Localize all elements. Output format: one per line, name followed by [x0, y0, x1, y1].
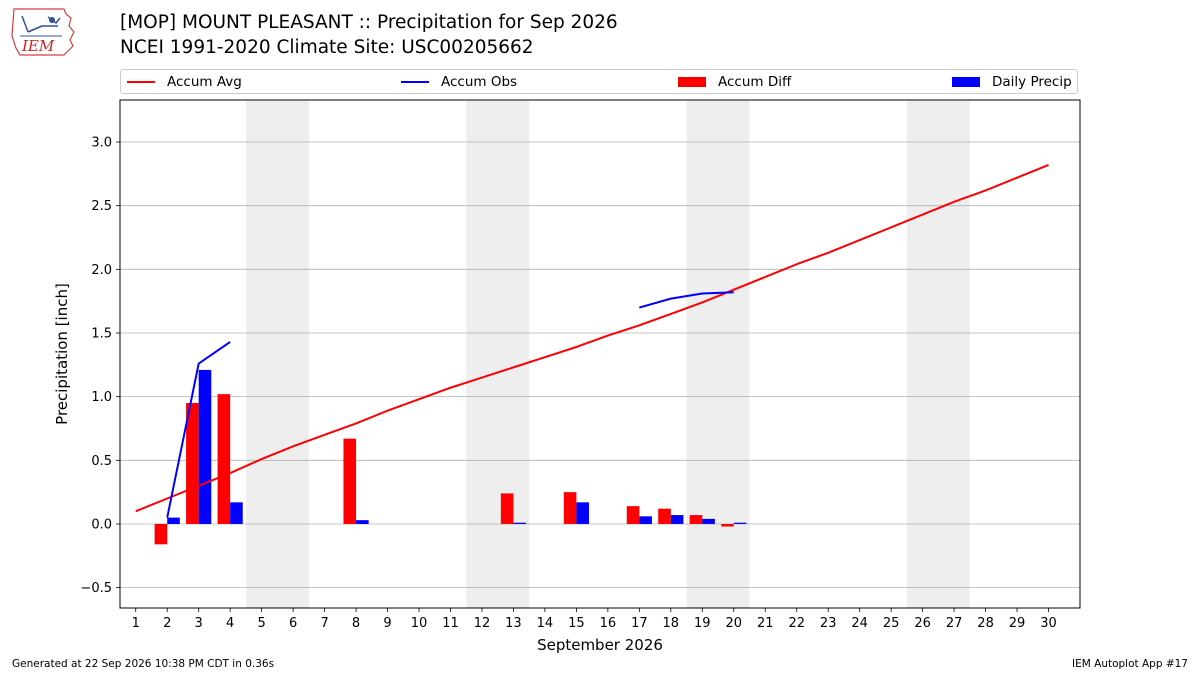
legend-swatch-accum-diff	[678, 77, 706, 87]
x-tick-label: 8	[352, 616, 360, 631]
chart-title: [MOP] MOUNT PLEASANT :: Precipitation fo…	[120, 12, 618, 33]
daily-precip-bar	[639, 516, 652, 524]
y-tick-label: 3.0	[91, 136, 112, 151]
x-tick-label: 29	[1009, 616, 1026, 631]
accum-diff-bar	[500, 493, 514, 524]
daily-precip-bar	[670, 515, 684, 524]
accum-diff-bar	[343, 438, 357, 524]
x-tick-label: 17	[631, 616, 648, 631]
legend: Accum Avg Accum Obs Accum Diff Daily Pre…	[120, 69, 1078, 94]
legend-label-accum-obs: Accum Obs	[441, 74, 518, 90]
daily-precip-bar	[576, 502, 589, 524]
legend-swatch-accum-avg	[127, 81, 155, 83]
y-gridlines	[120, 141, 1080, 589]
accum-diff-bar	[217, 394, 231, 524]
legend-label-accum-avg: Accum Avg	[167, 74, 242, 90]
bar-series	[154, 369, 747, 545]
accum-obs-line	[639, 291, 734, 309]
x-tick-label: 7	[320, 616, 328, 631]
y-tick-label: 1.0	[91, 390, 112, 405]
x-tick-label: 11	[442, 616, 459, 631]
y-tick-label: 1.5	[91, 326, 112, 341]
weekend-band-3	[686, 100, 750, 608]
x-tick-label: 1	[132, 616, 140, 631]
legend-label-accum-diff: Accum Diff	[718, 74, 792, 90]
legend-label-daily-precip: Daily Precip	[992, 74, 1072, 90]
x-tick-label: 25	[883, 616, 900, 631]
accum-diff-bar	[563, 492, 577, 524]
legend-item-daily-precip: Daily Precip	[952, 70, 1072, 94]
x-tick-label: 18	[663, 616, 680, 631]
x-tick-label: 19	[694, 616, 711, 631]
x-tick-label: 22	[788, 616, 805, 631]
y-tick-label: 2.5	[91, 199, 112, 214]
daily-precip-bar	[230, 502, 243, 524]
daily-precip-bar	[702, 518, 715, 524]
x-tick-label: 10	[411, 616, 428, 631]
accum-diff-bar	[186, 403, 199, 524]
x-tick-label: 6	[289, 616, 297, 631]
x-tick-label: 24	[851, 616, 868, 631]
daily-precip-bar	[733, 522, 747, 524]
y-axis: −0.5 0.0 0.5 1.0 1.5 2.0 2.5 3.0	[80, 136, 120, 596]
x-tick-label: 26	[914, 616, 931, 631]
daily-precip-bar	[167, 517, 180, 524]
x-tick-label: 21	[757, 616, 774, 631]
accum-diff-bar	[154, 523, 168, 545]
line-series	[135, 164, 1049, 518]
x-tick-label: 3	[195, 616, 203, 631]
y-tick-label: 0.5	[91, 454, 112, 469]
legend-item-accum-obs: Accum Obs	[401, 70, 517, 94]
x-tick-label: 13	[505, 616, 522, 631]
accum-diff-bar	[626, 506, 640, 524]
daily-precip-bar	[198, 369, 212, 524]
footer-app: IEM Autoplot App #17	[1072, 658, 1188, 670]
x-tick-label: 20	[725, 616, 742, 631]
accum-diff-bar	[658, 508, 671, 524]
legend-item-accum-diff: Accum Diff	[678, 70, 791, 94]
legend-swatch-daily-precip	[952, 77, 980, 87]
x-tick-label: 14	[537, 616, 554, 631]
x-tick-label: 9	[383, 616, 391, 631]
accum-diff-bar	[721, 523, 734, 527]
y-tick-label: 0.0	[91, 517, 112, 532]
chart-subtitle: NCEI 1991-2020 Climate Site: USC00205662	[120, 37, 534, 58]
x-tick-label: 27	[946, 616, 963, 631]
x-tick-label: 15	[568, 616, 585, 631]
daily-precip-bar	[513, 522, 527, 524]
daily-precip-bar	[356, 520, 369, 524]
x-tick-label: 4	[226, 616, 234, 631]
x-tick-label: 30	[1040, 616, 1057, 631]
iem-logo: IEM	[11, 8, 75, 56]
weekend-band-2	[466, 100, 530, 608]
x-tick-label: 23	[820, 616, 837, 631]
weekend-band-4	[906, 100, 970, 608]
x-tick-label: 16	[600, 616, 617, 631]
legend-item-accum-avg: Accum Avg	[127, 70, 242, 94]
x-axis: 1 2 3 4 5 6 7 8 9 10 11 12 13 14 15 16 17 18 19 20 21 22 23 24 2…	[132, 608, 1057, 631]
weekend-shading	[245, 100, 970, 608]
legend-swatch-accum-obs	[401, 81, 429, 83]
y-tick-label: −0.5	[80, 581, 112, 596]
y-tick-label: 2.0	[91, 263, 112, 278]
x-tick-label: 2	[163, 616, 171, 631]
footer-generated: Generated at 22 Sep 2026 10:38 PM CDT in…	[12, 658, 275, 670]
weekend-band-1	[245, 100, 309, 608]
y-axis-label: Precipitation [inch]	[53, 283, 71, 425]
x-tick-label: 5	[257, 616, 265, 631]
accum-avg-line	[135, 164, 1049, 513]
x-axis-label: September 2026	[537, 636, 663, 654]
plot-frame	[119, 99, 1081, 609]
accum-diff-bar	[689, 515, 703, 524]
x-tick-label: 28	[977, 616, 994, 631]
accum-obs-line	[166, 341, 231, 518]
x-tick-label: 12	[474, 616, 491, 631]
logo-text: IEM	[21, 37, 55, 55]
